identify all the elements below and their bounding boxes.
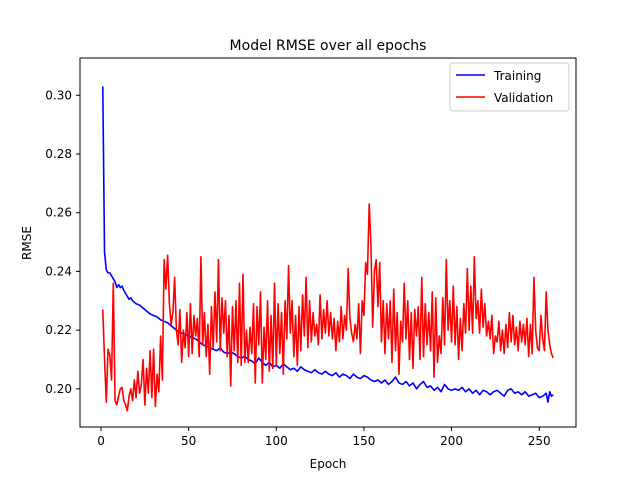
x-tick-label: 150 [352,434,375,448]
x-tick-label: 100 [265,434,288,448]
y-tick-label: 0.28 [45,147,72,161]
legend-label-training: Training [493,69,541,83]
y-tick-label: 0.24 [45,264,72,278]
plot-frame [79,57,577,428]
y-tick-label: 0.26 [45,206,72,220]
legend: Training Validation [449,62,570,112]
x-tick-label: 50 [181,434,196,448]
plot-area [101,86,554,412]
y-tick-label: 0.22 [45,323,72,337]
y-tick-label: 0.20 [45,382,72,396]
legend-label-validation: Validation [494,91,553,105]
x-tick-label: 200 [440,434,463,448]
y-axis-ticks: 0.20 0.22 0.24 0.26 0.28 0.30 [45,88,80,396]
x-axis-ticks: 0 50 100 150 200 250 [97,427,551,448]
y-tick-label: 0.30 [45,88,72,102]
x-tick-label: 250 [528,434,551,448]
y-axis-label: RMSE [20,226,34,260]
chart-title: Model RMSE over all epochs [230,38,427,54]
series-line-training [101,86,554,403]
series-line-validation [101,203,554,412]
x-axis-label: Epoch [310,457,347,471]
series-layer [101,86,554,412]
x-tick-label: 0 [97,434,105,448]
